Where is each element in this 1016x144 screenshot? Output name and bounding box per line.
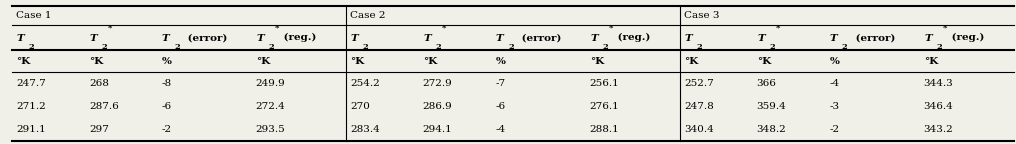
Text: %: % (829, 57, 839, 66)
Text: 346.4: 346.4 (924, 102, 953, 111)
Text: 272.4: 272.4 (256, 102, 285, 111)
Text: 291.1: 291.1 (16, 125, 46, 134)
Text: °K: °K (589, 57, 604, 66)
Text: -6: -6 (496, 102, 506, 111)
Text: $\mathdefault{T}$: $\mathdefault{T}$ (16, 32, 26, 43)
Text: (error): (error) (518, 33, 561, 42)
Text: $\mathdefault{T}$: $\mathdefault{T}$ (423, 32, 433, 43)
Text: $\mathdefault{*}$: $\mathdefault{*}$ (775, 22, 781, 30)
Text: -8: -8 (162, 79, 172, 88)
Text: 256.1: 256.1 (589, 79, 620, 88)
Text: 271.2: 271.2 (16, 102, 46, 111)
Text: $\mathdefault{2}$: $\mathdefault{2}$ (28, 42, 36, 51)
Text: (error): (error) (184, 33, 228, 42)
Text: 359.4: 359.4 (757, 102, 786, 111)
Text: °K: °K (757, 57, 771, 66)
Text: (reg.): (reg.) (614, 33, 650, 42)
Text: $\mathdefault{2}$: $\mathdefault{2}$ (174, 42, 181, 51)
Text: (error): (error) (851, 33, 895, 42)
Text: °K: °K (88, 57, 103, 66)
Text: $\mathdefault{T}$: $\mathdefault{T}$ (162, 32, 172, 43)
Text: $\mathdefault{*}$: $\mathdefault{*}$ (107, 22, 114, 30)
Text: Case 2: Case 2 (351, 11, 386, 20)
Text: $\mathdefault{*}$: $\mathdefault{*}$ (608, 22, 615, 30)
Text: $\mathdefault{2}$: $\mathdefault{2}$ (601, 42, 609, 51)
Text: $\mathdefault{2}$: $\mathdefault{2}$ (435, 42, 442, 51)
Text: °K: °K (423, 57, 437, 66)
Text: $\mathdefault{T}$: $\mathdefault{T}$ (496, 32, 506, 43)
Text: (reg.): (reg.) (280, 33, 317, 42)
Text: °K: °K (924, 57, 938, 66)
Text: $\mathdefault{T}$: $\mathdefault{T}$ (88, 32, 100, 43)
Text: 366: 366 (757, 79, 776, 88)
Text: $\mathdefault{2}$: $\mathdefault{2}$ (268, 42, 275, 51)
Text: $\mathdefault{*}$: $\mathdefault{*}$ (942, 22, 948, 30)
Text: $\mathdefault{2}$: $\mathdefault{2}$ (769, 42, 776, 51)
Text: -3: -3 (829, 102, 839, 111)
Text: 297: 297 (88, 125, 109, 134)
Text: $\mathdefault{T}$: $\mathdefault{T}$ (924, 32, 934, 43)
Text: 272.9: 272.9 (423, 79, 452, 88)
Text: $\mathdefault{T}$: $\mathdefault{T}$ (589, 32, 600, 43)
Text: °K: °K (16, 57, 30, 66)
Text: -7: -7 (496, 79, 506, 88)
Text: -6: -6 (162, 102, 172, 111)
Text: $\mathdefault{2}$: $\mathdefault{2}$ (101, 42, 108, 51)
Text: $\mathdefault{2}$: $\mathdefault{2}$ (936, 42, 943, 51)
Text: $\mathdefault{*}$: $\mathdefault{*}$ (274, 22, 280, 30)
Text: $\mathdefault{2}$: $\mathdefault{2}$ (696, 42, 703, 51)
Text: 254.2: 254.2 (351, 79, 380, 88)
Text: 288.1: 288.1 (589, 125, 620, 134)
Text: 247.7: 247.7 (16, 79, 46, 88)
Text: Case 3: Case 3 (684, 11, 719, 20)
Text: $\mathdefault{T}$: $\mathdefault{T}$ (351, 32, 361, 43)
Text: 252.7: 252.7 (684, 79, 714, 88)
Text: $\mathdefault{T}$: $\mathdefault{T}$ (256, 32, 266, 43)
Text: 343.2: 343.2 (924, 125, 953, 134)
Text: %: % (162, 57, 172, 66)
Text: 340.4: 340.4 (684, 125, 714, 134)
Text: $\mathdefault{2}$: $\mathdefault{2}$ (363, 42, 370, 51)
Text: 249.9: 249.9 (256, 79, 285, 88)
Text: 344.3: 344.3 (924, 79, 953, 88)
Text: $\mathdefault{*}$: $\mathdefault{*}$ (441, 22, 447, 30)
Text: -4: -4 (829, 79, 839, 88)
Text: 293.5: 293.5 (256, 125, 285, 134)
Text: 294.1: 294.1 (423, 125, 452, 134)
Text: $\mathdefault{T}$: $\mathdefault{T}$ (829, 32, 839, 43)
Text: 283.4: 283.4 (351, 125, 380, 134)
Text: 287.6: 287.6 (88, 102, 119, 111)
Text: Case 1: Case 1 (16, 11, 52, 20)
Text: 268: 268 (88, 79, 109, 88)
Text: (reg.): (reg.) (948, 33, 985, 42)
Text: 348.2: 348.2 (757, 125, 786, 134)
Text: $\mathdefault{2}$: $\mathdefault{2}$ (508, 42, 514, 51)
Text: -2: -2 (829, 125, 839, 134)
Text: $\mathdefault{2}$: $\mathdefault{2}$ (841, 42, 848, 51)
Text: 276.1: 276.1 (589, 102, 620, 111)
Text: 270: 270 (351, 102, 370, 111)
Text: %: % (496, 57, 505, 66)
Text: °K: °K (684, 57, 698, 66)
Text: 247.8: 247.8 (684, 102, 714, 111)
Text: 286.9: 286.9 (423, 102, 452, 111)
Text: $\mathdefault{T}$: $\mathdefault{T}$ (757, 32, 767, 43)
Text: °K: °K (351, 57, 365, 66)
Text: $\mathdefault{T}$: $\mathdefault{T}$ (684, 32, 695, 43)
Text: -4: -4 (496, 125, 506, 134)
Text: -2: -2 (162, 125, 172, 134)
Text: °K: °K (256, 57, 270, 66)
